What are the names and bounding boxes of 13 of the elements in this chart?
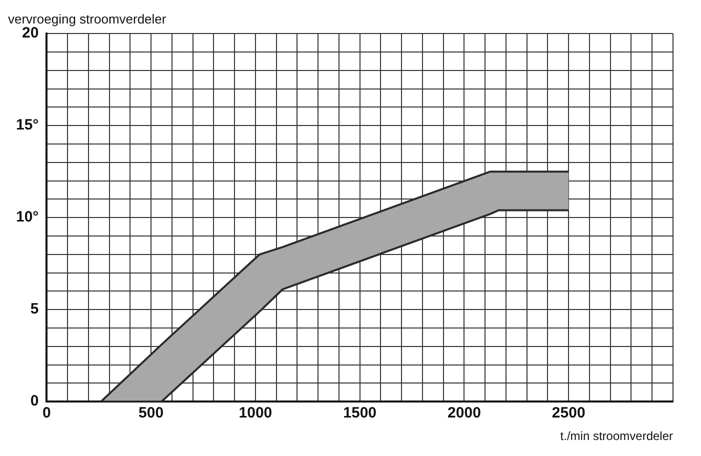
y-tick-label: 0 [30,392,39,410]
y-tick-label: 5 [30,300,39,318]
x-tick-label: 1500 [343,404,377,422]
x-tick-label: 2500 [552,404,586,422]
x-tick-label: 2000 [448,404,481,422]
y-axis-title: vervroeging stroomverdeler [8,11,167,26]
x-tick-label: 1000 [238,404,272,422]
x-axis-title: t./min stroomverdeler [560,429,673,444]
y-tick-label: 20 [22,24,39,42]
x-tick-label: 500 [138,404,164,422]
y-tick-label: 10° [16,208,39,226]
y-tick-label: 15° [16,116,39,134]
x-tick-label: 0 [42,404,51,422]
